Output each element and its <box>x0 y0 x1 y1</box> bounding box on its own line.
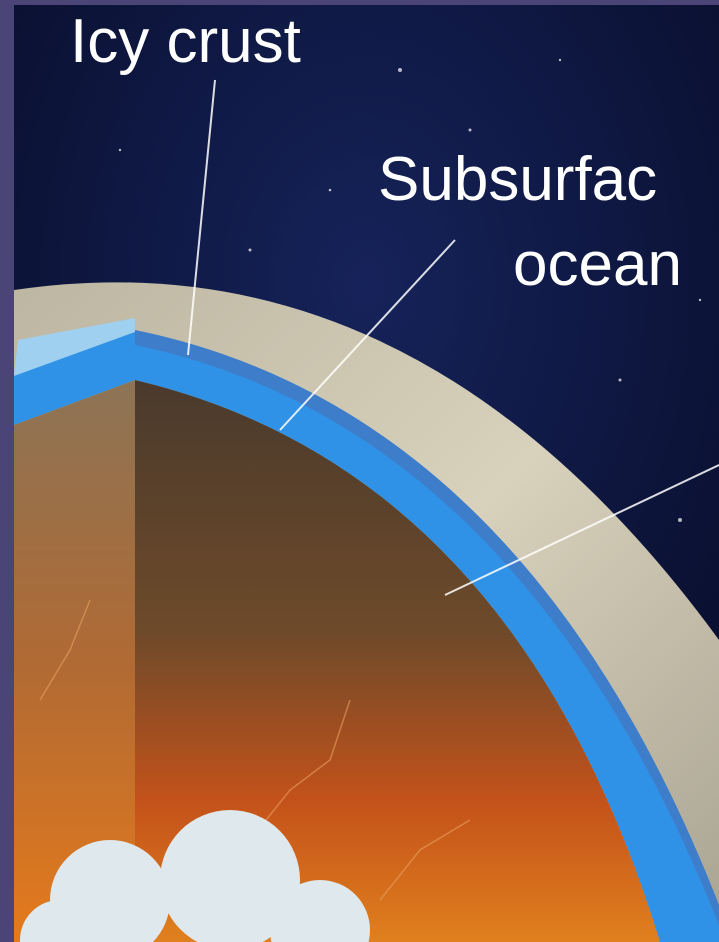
stars <box>118 58 702 522</box>
cloud <box>20 810 370 942</box>
label-icy-crust: Icy crust <box>70 7 301 76</box>
label-subsurface-1: Subsurfac <box>378 145 657 214</box>
interior-side <box>14 380 135 942</box>
pointer-lines <box>187 79 719 596</box>
ice-edge <box>14 318 135 376</box>
interior-face <box>135 380 660 942</box>
label-subsurface-2: ocean <box>513 230 682 299</box>
veins <box>39 599 471 901</box>
